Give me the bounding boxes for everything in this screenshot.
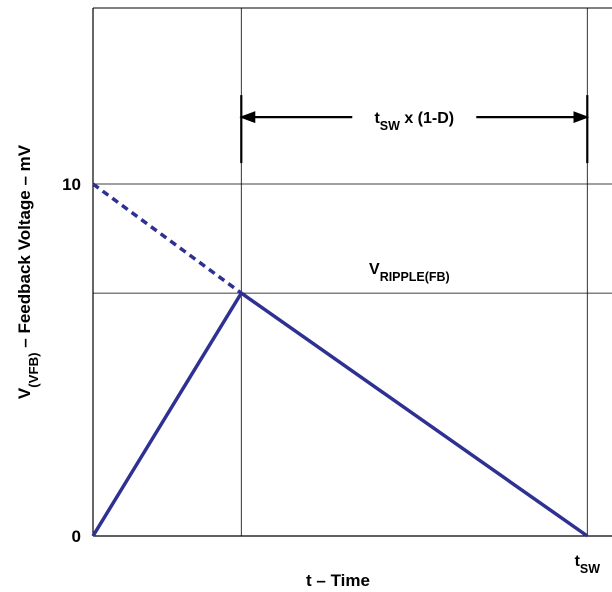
x-tick-label-tsw: tSW: [575, 553, 601, 576]
y-axis-title: V(VFB) – Feedback Voltage – mV: [15, 144, 41, 399]
duration-label: tSW x (1-D): [374, 110, 454, 133]
plot-frame: [92, 7, 612, 537]
axis-title-layer: t – Time V(VFB) – Feedback Voltage – mV: [15, 144, 370, 590]
y-tick-label-0: 0: [72, 527, 81, 546]
x-axis-title: t – Time: [306, 571, 370, 590]
series-line-solid: [91, 291, 589, 538]
y-tick-label-10: 10: [62, 175, 81, 194]
series-line-dashed: [91, 182, 243, 295]
annotation-layer: tSW x (1-D) VRIPPLE(FB): [239, 95, 590, 284]
gridlines: [93, 8, 612, 536]
ripple-label: VRIPPLE(FB): [369, 261, 450, 284]
duration-label-bg: [352, 105, 477, 130]
series-layer: [91, 182, 589, 538]
tick-layer: 0 10 tSW: [62, 175, 600, 576]
